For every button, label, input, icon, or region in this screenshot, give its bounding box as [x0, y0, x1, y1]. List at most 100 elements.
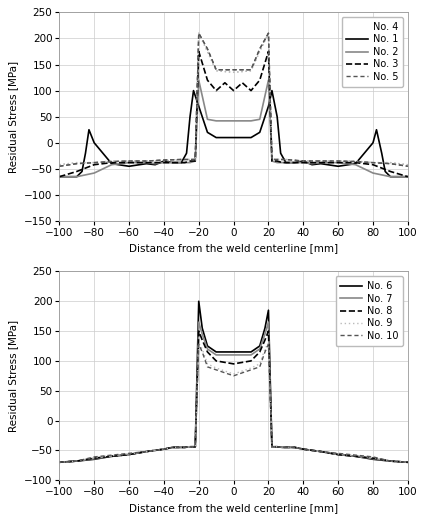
No. 4 — [275, 156, 280, 163]
No. 4 — [336, 158, 341, 164]
No. 9 — [269, 444, 274, 450]
No. 2 — [309, 160, 314, 167]
No. 7 — [179, 444, 184, 451]
No. 8 — [179, 444, 184, 451]
No. 2 — [92, 170, 97, 176]
No. 6 — [309, 447, 314, 453]
No. 4 — [57, 162, 62, 168]
No. 8 — [182, 444, 187, 451]
No. 10 — [269, 444, 274, 450]
No. 6 — [371, 456, 376, 463]
No. 10 — [287, 444, 292, 451]
No. 2 — [388, 173, 393, 180]
No. 4 — [231, 69, 236, 76]
No. 3 — [179, 159, 184, 166]
No. 7 — [248, 352, 253, 358]
No. 4 — [127, 158, 132, 164]
No. 8 — [196, 328, 201, 334]
No. 5 — [193, 156, 198, 163]
No. 10 — [74, 458, 79, 464]
No. 6 — [74, 458, 79, 464]
No. 4 — [283, 156, 288, 163]
No. 4 — [248, 68, 253, 74]
No. 8 — [170, 444, 175, 451]
No. 1 — [153, 162, 158, 168]
No. 7 — [153, 447, 158, 453]
No. 5 — [182, 156, 187, 163]
No. 5 — [213, 67, 219, 73]
No. 6 — [193, 444, 198, 450]
No. 8 — [193, 444, 198, 450]
No. 1 — [127, 163, 132, 169]
No. 9 — [266, 340, 271, 346]
No. 2 — [405, 173, 410, 180]
No. 2 — [257, 116, 262, 122]
No. 7 — [318, 449, 323, 455]
No. 6 — [283, 444, 288, 451]
No. 1 — [179, 159, 184, 166]
No. 1 — [269, 88, 274, 94]
No. 1 — [222, 134, 227, 141]
No. 8 — [248, 358, 253, 364]
No. 5 — [275, 156, 280, 163]
No. 7 — [213, 352, 219, 358]
No. 2 — [205, 116, 210, 122]
No. 9 — [309, 447, 314, 453]
No. 2 — [101, 166, 106, 172]
Line: No. 2: No. 2 — [59, 80, 408, 177]
No. 6 — [257, 343, 262, 349]
No. 3 — [222, 80, 227, 86]
No. 1 — [278, 150, 283, 156]
No. 8 — [175, 444, 180, 451]
No. 10 — [170, 444, 175, 451]
No. 8 — [266, 328, 271, 334]
No. 7 — [287, 444, 292, 451]
No. 6 — [231, 349, 236, 355]
No. 5 — [231, 67, 236, 73]
Line: No. 7: No. 7 — [59, 322, 408, 462]
No. 5 — [74, 160, 79, 167]
No. 5 — [336, 158, 341, 164]
Line: No. 10: No. 10 — [59, 344, 408, 462]
No. 5 — [109, 158, 114, 165]
No. 1 — [184, 150, 189, 156]
No. 7 — [266, 319, 271, 325]
Legend: No. 6, No. 7, No. 8, No. 9, No. 10: No. 6, No. 7, No. 8, No. 9, No. 10 — [336, 276, 403, 346]
No. 1 — [397, 173, 402, 180]
No. 6 — [179, 444, 184, 451]
No. 7 — [405, 459, 410, 465]
No. 2 — [57, 173, 62, 180]
No. 9 — [287, 444, 292, 451]
No. 6 — [275, 444, 280, 450]
No. 9 — [205, 361, 210, 367]
No. 2 — [301, 159, 306, 166]
No. 1 — [266, 103, 271, 109]
No. 5 — [405, 163, 410, 169]
No. 4 — [196, 30, 201, 36]
No. 4 — [144, 158, 149, 164]
No. 4 — [161, 158, 167, 164]
No. 4 — [301, 158, 306, 164]
No. 8 — [57, 459, 62, 465]
No. 8 — [405, 459, 410, 465]
No. 10 — [309, 447, 314, 453]
No. 4 — [283, 156, 288, 163]
X-axis label: Distance from the weld centerline [mm]: Distance from the weld centerline [mm] — [129, 503, 338, 513]
No. 8 — [187, 444, 193, 450]
No. 8 — [292, 444, 297, 451]
No. 1 — [371, 140, 376, 146]
No. 4 — [92, 159, 97, 166]
No. 6 — [405, 459, 410, 465]
No. 3 — [161, 159, 167, 166]
No. 9 — [248, 365, 253, 371]
No. 3 — [240, 80, 245, 86]
No. 7 — [371, 455, 376, 462]
No. 2 — [196, 77, 201, 83]
No. 4 — [182, 156, 187, 163]
No. 10 — [262, 349, 268, 355]
No. 10 — [187, 444, 193, 450]
No. 2 — [275, 159, 280, 166]
No. 3 — [283, 159, 288, 166]
No. 4 — [127, 158, 132, 164]
No. 4 — [269, 156, 274, 163]
